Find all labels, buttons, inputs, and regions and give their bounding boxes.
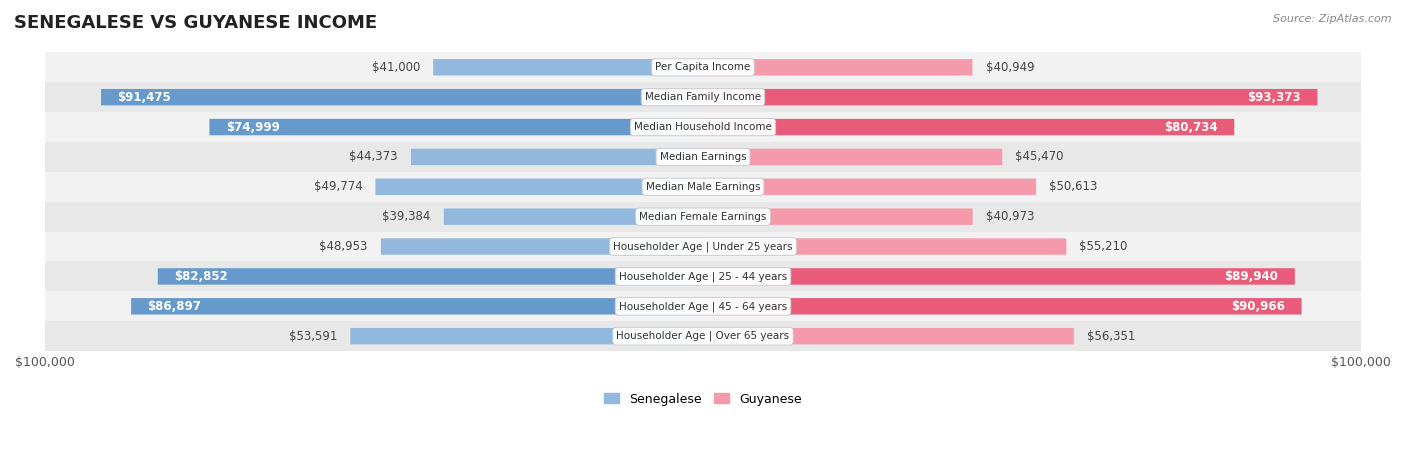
- FancyBboxPatch shape: [703, 328, 1074, 344]
- Text: $39,384: $39,384: [382, 210, 430, 223]
- Text: $89,940: $89,940: [1225, 270, 1278, 283]
- FancyBboxPatch shape: [703, 268, 1295, 285]
- Bar: [45, 172, 1361, 202]
- FancyBboxPatch shape: [381, 238, 703, 255]
- Text: $90,966: $90,966: [1232, 300, 1285, 313]
- Legend: Senegalese, Guyanese: Senegalese, Guyanese: [599, 388, 807, 410]
- Text: $41,000: $41,000: [371, 61, 420, 74]
- Bar: [45, 291, 1361, 321]
- FancyBboxPatch shape: [703, 238, 1066, 255]
- Text: $49,774: $49,774: [314, 180, 363, 193]
- Text: $53,591: $53,591: [288, 330, 337, 343]
- Text: $55,210: $55,210: [1080, 240, 1128, 253]
- Bar: [45, 52, 1361, 82]
- FancyBboxPatch shape: [703, 178, 1036, 195]
- Text: Median Earnings: Median Earnings: [659, 152, 747, 162]
- Text: $93,373: $93,373: [1247, 91, 1301, 104]
- Text: $50,613: $50,613: [1049, 180, 1098, 193]
- Text: Median Family Income: Median Family Income: [645, 92, 761, 102]
- Text: $56,351: $56,351: [1087, 330, 1136, 343]
- Text: Median Female Earnings: Median Female Earnings: [640, 212, 766, 222]
- Text: $44,373: $44,373: [349, 150, 398, 163]
- Text: $80,734: $80,734: [1164, 120, 1218, 134]
- Bar: [45, 112, 1361, 142]
- Bar: [45, 232, 1361, 262]
- Text: $86,897: $86,897: [148, 300, 201, 313]
- Text: Median Male Earnings: Median Male Earnings: [645, 182, 761, 192]
- Text: Source: ZipAtlas.com: Source: ZipAtlas.com: [1274, 14, 1392, 24]
- Text: Householder Age | Over 65 years: Householder Age | Over 65 years: [616, 331, 790, 341]
- FancyBboxPatch shape: [703, 208, 973, 225]
- FancyBboxPatch shape: [375, 178, 703, 195]
- FancyBboxPatch shape: [350, 328, 703, 344]
- Text: Householder Age | 45 - 64 years: Householder Age | 45 - 64 years: [619, 301, 787, 311]
- FancyBboxPatch shape: [703, 119, 1234, 135]
- FancyBboxPatch shape: [703, 298, 1302, 314]
- FancyBboxPatch shape: [209, 119, 703, 135]
- FancyBboxPatch shape: [157, 268, 703, 285]
- FancyBboxPatch shape: [411, 149, 703, 165]
- Bar: [45, 262, 1361, 291]
- Text: $74,999: $74,999: [226, 120, 280, 134]
- Text: $48,953: $48,953: [319, 240, 368, 253]
- Text: Householder Age | 25 - 44 years: Householder Age | 25 - 44 years: [619, 271, 787, 282]
- Bar: [45, 202, 1361, 232]
- FancyBboxPatch shape: [131, 298, 703, 314]
- Text: $40,973: $40,973: [986, 210, 1035, 223]
- Text: Per Capita Income: Per Capita Income: [655, 62, 751, 72]
- FancyBboxPatch shape: [703, 89, 1317, 106]
- Text: Householder Age | Under 25 years: Householder Age | Under 25 years: [613, 241, 793, 252]
- Text: $82,852: $82,852: [174, 270, 228, 283]
- FancyBboxPatch shape: [703, 149, 1002, 165]
- FancyBboxPatch shape: [444, 208, 703, 225]
- Text: $91,475: $91,475: [118, 91, 172, 104]
- Text: $45,470: $45,470: [1015, 150, 1064, 163]
- FancyBboxPatch shape: [703, 59, 973, 76]
- Bar: [45, 321, 1361, 351]
- Text: $40,949: $40,949: [986, 61, 1035, 74]
- FancyBboxPatch shape: [433, 59, 703, 76]
- FancyBboxPatch shape: [101, 89, 703, 106]
- Text: SENEGALESE VS GUYANESE INCOME: SENEGALESE VS GUYANESE INCOME: [14, 14, 377, 32]
- Bar: [45, 142, 1361, 172]
- Bar: [45, 82, 1361, 112]
- Text: Median Household Income: Median Household Income: [634, 122, 772, 132]
